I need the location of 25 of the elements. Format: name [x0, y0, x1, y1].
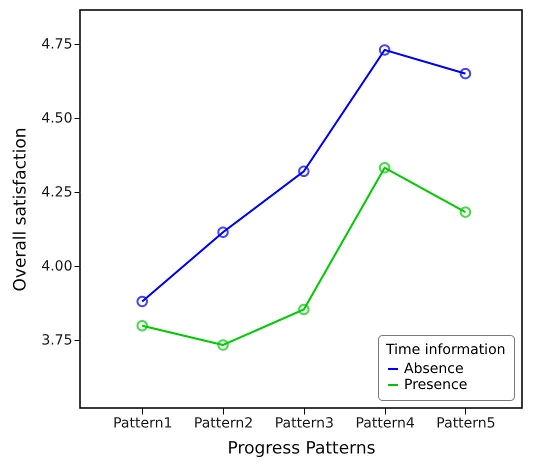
point	[460, 206, 472, 218]
y-tick-label: 4.25	[41, 184, 72, 200]
x-tick-label: Pattern1	[113, 416, 172, 432]
y-tick-label: 4.50	[41, 110, 72, 127]
x-tick-label: Pattern4	[355, 416, 415, 432]
point	[217, 226, 229, 238]
point	[217, 339, 229, 351]
y-tick-label: 4.00	[41, 258, 72, 274]
point	[136, 296, 148, 308]
y-tick-label: 3.75	[41, 332, 72, 348]
legend-label: Absence	[404, 361, 464, 377]
x-tick-label: Pattern5	[436, 416, 496, 432]
legend-title: Time information	[385, 342, 506, 358]
legend-label: Presence	[404, 377, 468, 393]
x-tick-label: Pattern2	[194, 416, 254, 432]
point	[298, 304, 310, 316]
x-axis-title: Progress Patterns	[228, 438, 376, 458]
point	[136, 320, 148, 332]
point	[378, 44, 390, 56]
point	[298, 166, 310, 178]
y-axis-title: Overall satisfaction	[10, 128, 30, 292]
point	[460, 68, 472, 80]
x-tick-label: Pattern3	[274, 416, 334, 432]
y-tick-label: 4.75	[41, 36, 72, 53]
point	[378, 162, 390, 174]
